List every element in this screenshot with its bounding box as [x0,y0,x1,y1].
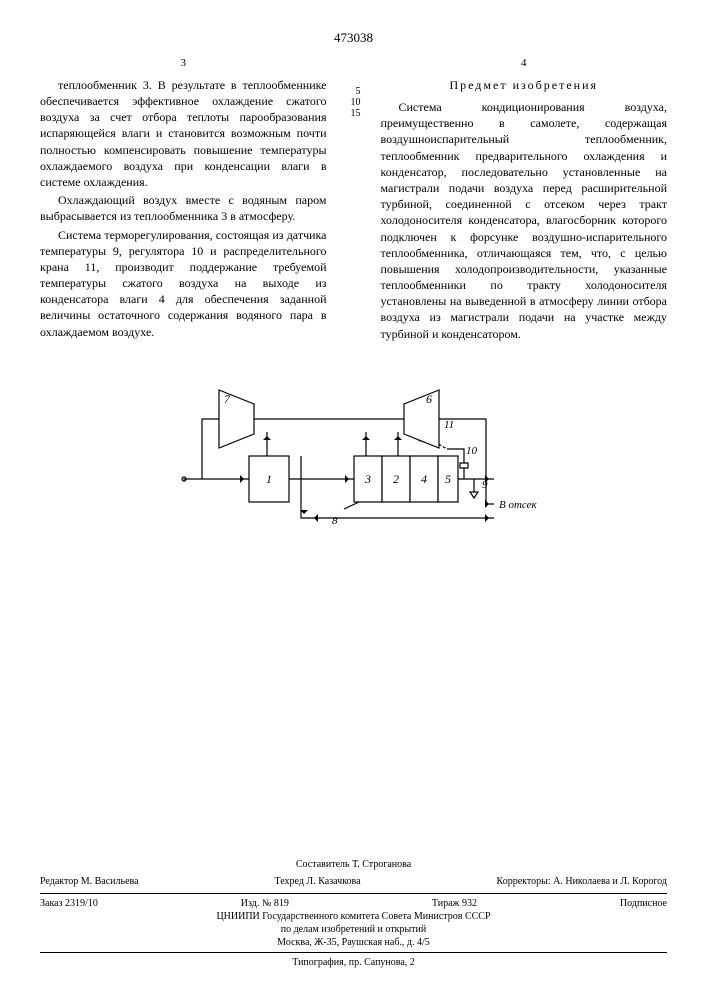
line-numbers: 5 10 15 [347,56,361,344]
page-num-right: 4 [381,56,668,71]
page-num-left: 3 [40,56,327,71]
svg-text:1: 1 [266,472,272,486]
left-p3: Система терморегулирования, состоящая из… [40,227,327,340]
svg-text:11: 11 [444,419,454,431]
schematic-diagram: 1324576891011В отсек [144,364,564,564]
org-line2: по делам изобретений и открытий [40,924,667,935]
tech-editor: Техред Л. Казачкова [275,876,361,887]
ln-5: 5 [347,86,361,97]
svg-text:6: 6 [426,392,432,406]
typography: Типография, пр. Сапунова, 2 [40,957,667,968]
right-column: 4 Предмет изобретения Система кондициони… [381,56,668,344]
izd-num: Изд. № 819 [241,898,289,909]
left-p2: Охлаждающий воздух вместе с водяным паро… [40,192,327,224]
svg-text:7: 7 [224,392,231,406]
editor: Редактор М. Васильева [40,876,139,887]
text-columns: 3 теплообменник 3. В результате в теплоо… [40,56,667,344]
ln-10: 10 [347,97,361,108]
svg-text:5: 5 [445,472,451,486]
compiler: Составитель Т. Строганова [40,859,667,870]
svg-text:4: 4 [421,472,427,486]
svg-text:3: 3 [364,472,371,486]
svg-text:В отсек: В отсек [499,499,538,511]
tiraz: Тираж 932 [432,898,477,909]
left-column: 3 теплообменник 3. В результате в теплоо… [40,56,327,344]
ln-15: 15 [347,108,361,119]
doc-number: 473038 [40,30,667,46]
subscription: Подписное [620,898,667,909]
svg-text:8: 8 [332,515,338,527]
order-num: Заказ 2319/10 [40,898,98,909]
org-line1: ЦНИИПИ Государственного комитета Совета … [40,911,667,922]
footer: Составитель Т. Строганова Редактор М. Ва… [40,857,667,970]
svg-text:10: 10 [466,445,478,457]
address: Москва, Ж-35, Раушская наб., д. 4/5 [40,937,667,948]
claims-heading: Предмет изобретения [381,77,668,93]
svg-text:2: 2 [393,472,399,486]
right-p1: Система кондиционирования воздуха, преим… [381,99,668,342]
correctors: Корректоры: А. Николаева и Л. Корогод [497,876,667,887]
left-p1: теплообменник 3. В результате в теплообм… [40,77,327,190]
